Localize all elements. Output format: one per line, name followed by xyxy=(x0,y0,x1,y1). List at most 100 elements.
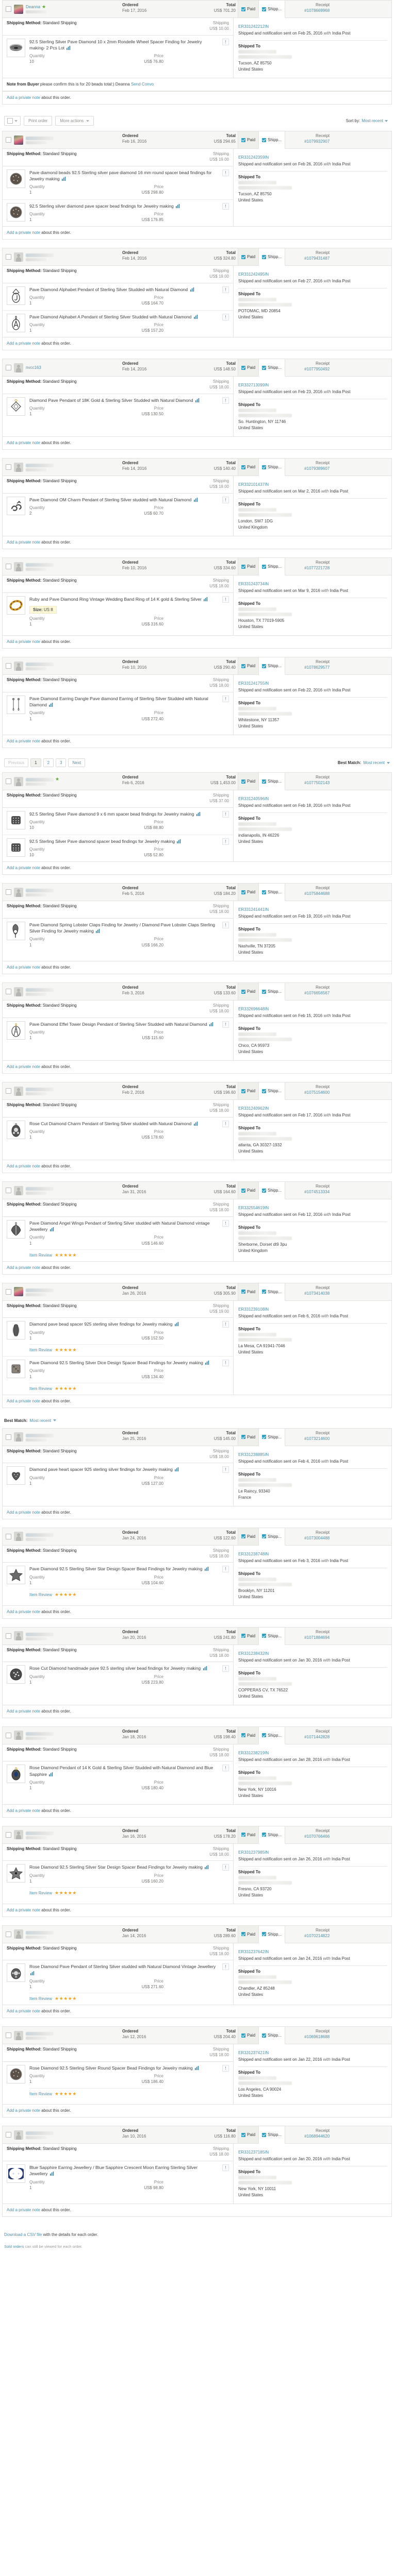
item-alert-icon[interactable]: ! xyxy=(222,838,229,845)
item-thumbnail[interactable] xyxy=(7,397,25,416)
item-review-link[interactable]: Item Review xyxy=(29,2091,53,2096)
receipt-number-link[interactable]: #1069618688 xyxy=(304,2035,330,2040)
item-alert-icon[interactable]: ! xyxy=(222,1021,229,1028)
order-select-checkbox[interactable] xyxy=(6,1832,11,1838)
add-private-note-link[interactable]: Add a private note xyxy=(7,95,40,100)
sort-value[interactable]: Most recent xyxy=(362,118,383,123)
item-title[interactable]: Pave Diamond 92.5 Sterling Silver Dice D… xyxy=(29,1360,216,1366)
send-convo-link[interactable]: Send Convo xyxy=(131,82,154,87)
tab-paid[interactable]: Paid xyxy=(238,1726,259,1744)
item-review-link[interactable]: Item Review xyxy=(29,1252,53,1258)
item-alert-icon[interactable]: ! xyxy=(222,1360,229,1367)
buyer-name[interactable] xyxy=(26,663,54,667)
tracking-number-link[interactable]: ER331238219IN xyxy=(238,1750,269,1755)
item-alert-icon[interactable]: ! xyxy=(222,695,229,702)
tab-paid[interactable]: Paid xyxy=(238,1428,259,1446)
best-match-value[interactable]: Most recent xyxy=(363,760,385,766)
item-title[interactable]: Pave Diamond Earring Dangle Pave diamond… xyxy=(29,696,208,708)
buyer-name[interactable] xyxy=(26,563,54,567)
receipt-number-link[interactable]: #1074513334 xyxy=(304,1190,330,1195)
tab-paid[interactable]: Paid xyxy=(238,459,259,476)
receipt-number-link[interactable]: #1073214600 xyxy=(304,1436,330,1441)
tab-paid[interactable]: Paid xyxy=(238,1826,259,1843)
item-review-link[interactable]: Item Review xyxy=(29,1996,53,2002)
tab-shipped[interactable]: Shipp... xyxy=(259,773,286,791)
item-title[interactable]: Pave Diamond 92.5 Sterling Silver Star D… xyxy=(29,1566,216,1572)
tab-shipped[interactable]: Shipp... xyxy=(259,1,286,18)
tracking-number-link[interactable]: ER331237642IN xyxy=(238,1949,269,1954)
tab-paid[interactable]: Paid xyxy=(238,1283,259,1300)
item-title[interactable]: Pave Diamond Spring Lobster Claps Findin… xyxy=(29,922,216,934)
item-alert-icon[interactable]: ! xyxy=(222,169,229,176)
buyer-name[interactable] xyxy=(26,988,54,992)
tab-paid[interactable]: Paid xyxy=(238,558,259,575)
more-actions-button[interactable]: More actions xyxy=(55,116,94,126)
item-thumbnail[interactable] xyxy=(7,838,25,857)
buyer-name[interactable] xyxy=(26,778,54,782)
tab-paid[interactable]: Paid xyxy=(238,773,259,790)
item-thumbnail[interactable] xyxy=(7,1765,25,1784)
order-select-checkbox[interactable] xyxy=(6,1088,11,1094)
tab-shipped[interactable]: Shipp... xyxy=(259,1428,286,1446)
add-private-note-link[interactable]: Add a private note xyxy=(7,739,40,744)
item-title[interactable]: 92.5 Sterling Silver Pave Diamond 10 x 2… xyxy=(29,39,202,50)
item-thumbnail[interactable] xyxy=(7,1021,25,1040)
tab-shipped[interactable]: Shipp... xyxy=(259,1925,286,1943)
add-private-note-link[interactable]: Add a private note xyxy=(7,1708,40,1714)
tab-shipped[interactable]: Shipp... xyxy=(259,1826,286,1844)
item-alert-icon[interactable]: ! xyxy=(222,921,229,928)
order-select-checkbox[interactable] xyxy=(6,889,11,895)
tracking-number-link[interactable]: ER331237185IN xyxy=(238,2150,269,2155)
item-title[interactable]: Pave diamond beads 92.5 Sterling silver … xyxy=(29,170,212,181)
add-private-note-link[interactable]: Add a private note xyxy=(7,1064,40,1070)
item-alert-icon[interactable]: ! xyxy=(222,1219,229,1227)
item-thumbnail[interactable] xyxy=(7,202,25,222)
tab-shipped[interactable]: Shipp... xyxy=(259,2126,286,2144)
item-alert-icon[interactable]: ! xyxy=(222,286,229,293)
print-order-button[interactable]: Print order xyxy=(24,116,53,126)
chevron-down-icon[interactable] xyxy=(14,120,18,122)
pagination-page[interactable]: 2 xyxy=(43,758,54,768)
item-thumbnail[interactable] xyxy=(7,286,25,305)
best-match-value[interactable]: Most recent xyxy=(29,1418,52,1423)
tracking-number-link[interactable]: ER332554619IN xyxy=(238,1206,269,1211)
tracking-number-link[interactable]: ER331242359IN xyxy=(238,155,269,160)
item-title[interactable]: Blue Sapphire Earring Jewellery / Blue S… xyxy=(29,2164,198,2177)
tab-shipped[interactable]: Shipp... xyxy=(259,1283,286,1301)
buyer-name[interactable] xyxy=(26,1732,54,1736)
item-thumbnail[interactable] xyxy=(7,169,25,188)
item-title[interactable]: Rose Diamond Pave Pendant of Sterling Si… xyxy=(29,1963,216,1976)
tracking-number-link[interactable]: ER331238885IN xyxy=(238,1452,269,1457)
order-select-checkbox[interactable] xyxy=(6,254,11,260)
item-title[interactable]: 92.5 Sterling silver diamond pave spacer… xyxy=(29,203,216,209)
item-thumbnail[interactable] xyxy=(7,1466,25,1485)
tab-shipped[interactable]: Shipp... xyxy=(259,884,286,902)
item-review-link[interactable]: Item Review xyxy=(29,1592,53,1598)
tab-paid[interactable]: Paid xyxy=(238,884,259,901)
item-alert-icon[interactable]: ! xyxy=(222,38,229,45)
tracking-number-link[interactable]: ER331240962IN xyxy=(238,1106,269,1111)
tracking-number-link[interactable]: ER331242212IN xyxy=(238,24,269,29)
order-select-checkbox[interactable] xyxy=(6,464,11,470)
receipt-number-link[interactable]: #1071884694 xyxy=(304,1635,330,1640)
item-thumbnail[interactable] xyxy=(7,1665,25,1684)
tracking-number-link[interactable]: ER331237421IN xyxy=(238,2050,269,2056)
item-title[interactable]: Rose Cut Diamond handmade pave 92.5 ster… xyxy=(29,1665,216,1671)
tab-shipped[interactable]: Shipp... xyxy=(259,1726,286,1744)
item-thumbnail[interactable] xyxy=(7,1321,25,1340)
buyer-name[interactable] xyxy=(26,2032,54,2036)
item-title[interactable]: Pave Diamond Angel Wings Pendant of Ster… xyxy=(29,1220,210,1232)
buyer-name[interactable]: nvcc163 xyxy=(26,365,41,370)
buyer-name[interactable] xyxy=(26,1533,54,1537)
buyer-name[interactable] xyxy=(26,253,54,258)
item-thumbnail[interactable] xyxy=(7,1963,25,1982)
sold-orders-link[interactable]: Sold orders xyxy=(4,2244,24,2249)
buyer-name[interactable] xyxy=(26,464,54,468)
item-alert-icon[interactable]: ! xyxy=(222,1321,229,1328)
item-alert-icon[interactable]: ! xyxy=(222,2064,229,2072)
receipt-number-link[interactable]: #1079389607 xyxy=(304,466,330,471)
tab-paid[interactable]: Paid xyxy=(238,131,259,148)
tracking-number-link[interactable]: ER332696648IN xyxy=(238,1007,269,1012)
receipt-number-link[interactable]: #1077221728 xyxy=(304,566,330,571)
best-match-control[interactable]: Best Match: Most recent xyxy=(338,760,390,765)
